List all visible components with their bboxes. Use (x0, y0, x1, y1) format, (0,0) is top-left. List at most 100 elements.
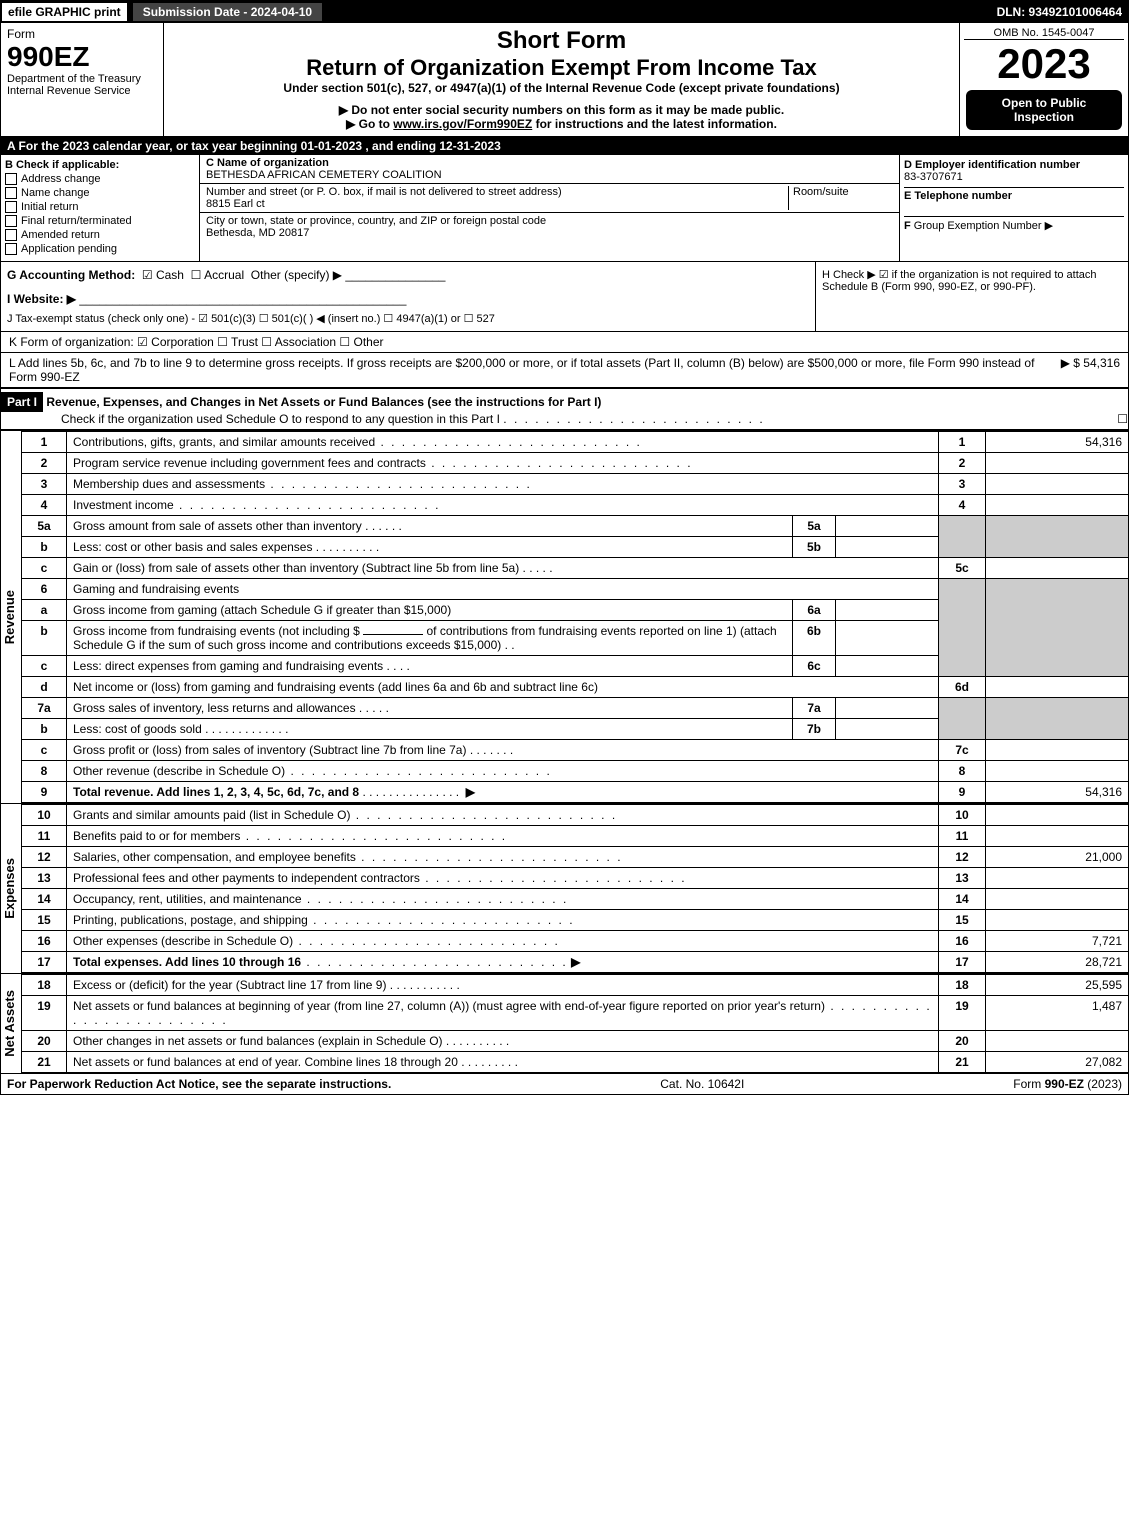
checkbox-initial-return[interactable]: Initial return (5, 201, 195, 213)
checkbox-application-pending[interactable]: Application pending (5, 243, 195, 255)
line-20-desc: Other changes in net assets or fund bala… (73, 1034, 443, 1048)
line-10-num: 10 (939, 805, 986, 826)
line-7b-sub: 7b (793, 719, 836, 740)
accounting-accrual: Accrual (204, 268, 244, 282)
line-3-num: 3 (939, 474, 986, 495)
org-name-value: BETHESDA AFRICAN CEMETERY COALITION (206, 169, 442, 181)
line-21-val: 27,082 (986, 1052, 1129, 1073)
city-label: City or town, state or province, country… (206, 215, 546, 227)
line-20-num: 20 (939, 1031, 986, 1052)
org-name-label: C Name of organization (206, 157, 329, 169)
org-name-cell: C Name of organization BETHESDA AFRICAN … (200, 155, 899, 184)
line-7c-num: 7c (939, 740, 986, 761)
checkbox-address-change[interactable]: Address change (5, 173, 195, 185)
line-2-desc: Program service revenue including govern… (73, 456, 426, 470)
part-1-check-box[interactable]: ☐ (1117, 412, 1128, 426)
catalog-number: Cat. No. 10642I (391, 1077, 1013, 1091)
line-8-val (986, 761, 1129, 782)
form-label: Form (7, 27, 157, 41)
line-5c-desc: Gain or (loss) from sale of assets other… (73, 561, 519, 575)
net-assets-section: Net Assets 18Excess or (deficit) for the… (1, 973, 1128, 1073)
line-10-desc: Grants and similar amounts paid (list in… (73, 808, 350, 822)
line-11-num: 11 (939, 826, 986, 847)
header-right-col: OMB No. 1545-0047 2023 Open to Public In… (959, 23, 1128, 136)
line-6b-subval (836, 621, 939, 656)
section-b-title: B Check if applicable: (5, 159, 195, 171)
checkbox-amended-return[interactable]: Amended return (5, 229, 195, 241)
line-6a-subval (836, 600, 939, 621)
omb-number: OMB No. 1545-0047 (964, 27, 1124, 40)
line-6d-num: 6d (939, 677, 986, 698)
revenue-section: Revenue 1 Contributions, gifts, grants, a… (1, 430, 1128, 803)
section-l: L Add lines 5b, 6c, and 7b to line 9 to … (1, 353, 1128, 388)
line-14-num: 14 (939, 889, 986, 910)
line-1-num: 1 (939, 432, 986, 453)
line-13-val (986, 868, 1129, 889)
line-15-num: 15 (939, 910, 986, 931)
line-21-desc: Net assets or fund balances at end of ye… (73, 1055, 458, 1069)
checkbox-name-change[interactable]: Name change (5, 187, 195, 199)
checkbox-final-return[interactable]: Final return/terminated (5, 215, 195, 227)
line-6c-subval (836, 656, 939, 677)
line-13-desc: Professional fees and other payments to … (73, 871, 420, 885)
section-i-website: I Website: ▶ ___________________________… (7, 292, 809, 306)
line-10-val (986, 805, 1129, 826)
line-7b-subval (836, 719, 939, 740)
line-6c-desc: Less: direct expenses from gaming and fu… (73, 659, 383, 673)
room-suite-label: Room/suite (788, 186, 893, 210)
line-5b-subval (836, 537, 939, 558)
line-8-desc: Other revenue (describe in Schedule O) (73, 764, 285, 778)
line-17-desc: Total expenses. Add lines 10 through 16 (73, 955, 301, 969)
accounting-other: Other (specify) ▶ (251, 268, 342, 282)
line-7a-sub: 7a (793, 698, 836, 719)
street-cell: Number and street (or P. O. box, if mail… (200, 184, 899, 213)
street-value: 8815 Earl ct (206, 198, 265, 210)
form-id-footer: Form 990-EZ (2023) (1013, 1077, 1122, 1091)
line-16-desc: Other expenses (describe in Schedule O) (73, 934, 293, 948)
accounting-cash: Cash (156, 268, 184, 282)
part-1-title: Revenue, Expenses, and Changes in Net As… (46, 395, 601, 409)
line-5a-desc: Gross amount from sale of assets other t… (73, 519, 362, 533)
group-exemption-label: F Group Exemption Number ▶ (904, 216, 1124, 232)
section-g: G Accounting Method: ☑ Cash ☐ Accrual Ot… (1, 262, 815, 331)
line-17-num: 17 (939, 952, 986, 973)
section-l-value: ▶ $ 54,316 (1061, 356, 1120, 384)
line-7c-desc: Gross profit or (loss) from sales of inv… (73, 743, 466, 757)
line-8-num: 8 (939, 761, 986, 782)
line-11-desc: Benefits paid to or for members (73, 829, 240, 843)
section-a-tax-year: A For the 2023 calendar year, or tax yea… (1, 137, 1128, 155)
line-1-val: 54,316 (986, 432, 1129, 453)
line-18-desc: Excess or (deficit) for the year (Subtra… (73, 978, 386, 992)
line-1-desc: Contributions, gifts, grants, and simila… (73, 435, 375, 449)
efile-print-link[interactable]: efile GRAPHIC print (1, 2, 128, 22)
revenue-vertical-label: Revenue (1, 431, 22, 803)
dln-label: DLN: 93492101006464 (997, 5, 1128, 19)
tax-year: 2023 (964, 40, 1124, 88)
line-17-val: 28,721 (986, 952, 1129, 973)
paperwork-reduction-notice: For Paperwork Reduction Act Notice, see … (7, 1077, 391, 1091)
section-j-tax-exempt: J Tax-exempt status (check only one) - ☑… (7, 312, 809, 325)
dept-treasury-label: Department of the Treasury (7, 73, 157, 85)
line-4-val (986, 495, 1129, 516)
footer-row: For Paperwork Reduction Act Notice, see … (1, 1073, 1128, 1094)
line-4-desc: Investment income (73, 498, 174, 512)
line-5a-subval (836, 516, 939, 537)
open-to-public-badge: Open to Public Inspection (966, 90, 1122, 130)
line-18-num: 18 (939, 975, 986, 996)
section-k-form-org: K Form of organization: ☑ Corporation ☐ … (1, 332, 1128, 353)
line-18-val: 25,595 (986, 975, 1129, 996)
line-14-val (986, 889, 1129, 910)
line-21-num: 21 (939, 1052, 986, 1073)
revenue-table: 1 Contributions, gifts, grants, and simil… (22, 431, 1128, 803)
line-6c-sub: 6c (793, 656, 836, 677)
accounting-method-label: G Accounting Method: (7, 268, 135, 282)
line-5a-sub: 5a (793, 516, 836, 537)
line-5c-num: 5c (939, 558, 986, 579)
city-cell: City or town, state or province, country… (200, 213, 899, 241)
line-19-val: 1,487 (986, 996, 1129, 1031)
line-2-num: 2 (939, 453, 986, 474)
line-7a-subval (836, 698, 939, 719)
form-990ez-container: efile GRAPHIC print Submission Date - 20… (0, 0, 1129, 1095)
line-16-val: 7,721 (986, 931, 1129, 952)
irs-url-link[interactable]: www.irs.gov/Form990EZ (393, 117, 532, 131)
